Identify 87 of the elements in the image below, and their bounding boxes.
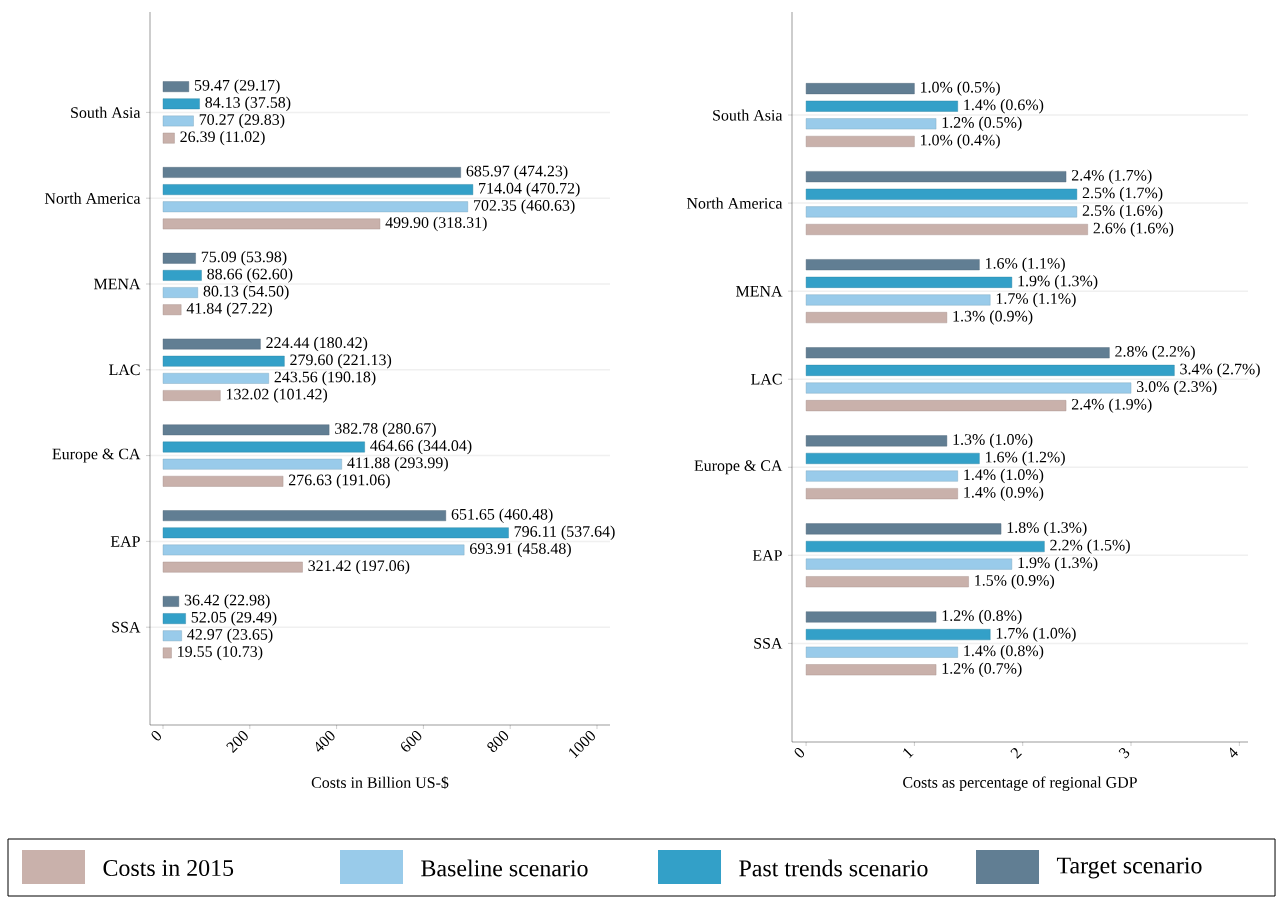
data-label: 41.84 (27.22): [186, 302, 272, 317]
x-tick-label: 400: [315, 731, 335, 752]
data-label: 3.4% (2.7%): [1180, 363, 1260, 378]
data-label: 1.9% (1.3%): [1018, 556, 1098, 572]
y-tick-label: LAC: [109, 364, 140, 376]
x-tick-label: 1000: [569, 731, 595, 759]
y-tick-label: LAC: [751, 373, 782, 385]
data-label: 702.35 (460.63): [474, 199, 575, 214]
data-label: 80.13 (54.50): [203, 285, 289, 300]
data-label: 276.63 (191.06): [288, 474, 390, 489]
y-tick-label: North America: [44, 192, 141, 204]
data-label: 2.2% (1.5%): [1050, 539, 1130, 554]
data-label: 499.90 (318.31): [385, 216, 487, 232]
data-label: 26.39 (11.02): [180, 130, 265, 146]
data-label: 52.05 (29.49): [191, 611, 277, 626]
legend-label: Past trends scenario: [739, 859, 928, 877]
data-label: 19.55 (10.73): [178, 645, 263, 661]
x-tick-label: 800: [487, 731, 509, 753]
data-label: 1.7% (1.0%): [996, 627, 1076, 642]
y-tick-label: EAP: [752, 550, 782, 561]
x-tick-label: 0: [794, 748, 805, 758]
data-label: 651.65 (460.48): [451, 508, 553, 523]
data-label: 1.9% (1.3%): [1018, 275, 1098, 290]
data-label: 714.04 (470.72): [479, 182, 580, 197]
data-label: 1.5% (0.9%): [975, 574, 1055, 589]
x-axis-title: Costs as percentage of regional GDP: [903, 776, 1137, 792]
data-label: 1.8% (1.3%): [1007, 521, 1087, 537]
data-label: 1.4% (0.6%): [964, 98, 1044, 114]
y-tick-label: North America: [686, 197, 783, 209]
data-label: 70.27 (29.83): [199, 113, 285, 129]
y-tick-label: MENA: [94, 278, 141, 290]
y-tick-label: SSA: [112, 621, 141, 633]
data-label: 1.6% (1.1%): [986, 257, 1065, 272]
legend-label: Target scenario: [1056, 857, 1202, 879]
y-tick-label: MENA: [736, 285, 783, 297]
legend-label: Costs in 2015: [103, 859, 234, 877]
data-label: 1.3% (0.9%): [953, 310, 1033, 325]
data-label: 382.78 (280.67): [335, 422, 436, 438]
data-label: 84.13 (37.58): [205, 96, 291, 112]
data-label: 132.02 (101.42): [226, 388, 328, 403]
data-label: 1.4% (0.9%): [964, 486, 1044, 501]
data-label: 36.42 (22.98): [184, 594, 270, 609]
data-label: 1.4% (0.8%): [964, 644, 1044, 660]
data-label: 243.56 (190.18): [274, 371, 376, 386]
data-label: 693.91 (458.48): [470, 542, 571, 558]
data-label: 279.60 (221.13): [290, 353, 392, 369]
data-label: 42.97 (23.65): [187, 628, 273, 643]
data-label: 411.88 (293.99): [347, 456, 448, 472]
x-tick-label: 0: [151, 731, 162, 741]
data-label: 1.3% (1.0%): [953, 433, 1033, 449]
x-axis-title: Costs in Billion US-$: [311, 776, 449, 790]
data-label: 1.6% (1.2%): [986, 451, 1065, 466]
x-tick-label: 2: [1010, 748, 1022, 759]
y-tick-label: EAP: [110, 536, 140, 547]
data-label: 1.2% (0.5%): [942, 116, 1022, 132]
x-tick-label: 200: [226, 731, 248, 754]
data-label: 1.4% (1.0%): [964, 468, 1044, 484]
data-label: 2.5% (1.7%): [1082, 187, 1163, 202]
y-tick-label: Europe & CA: [52, 448, 141, 463]
y-tick-label: South Asia: [71, 106, 141, 118]
y-tick-label: SSA: [754, 638, 783, 649]
data-label: 88.66 (62.60): [207, 268, 293, 283]
data-label: 59.47 (29.17): [194, 79, 280, 94]
x-tick-label: 3: [1118, 747, 1130, 759]
data-label: 3.0% (2.3%): [1137, 380, 1217, 396]
data-label: 2.8% (2.2%): [1115, 345, 1195, 361]
data-label: 2.5% (1.6%): [1082, 204, 1163, 220]
data-label: 1.7% (1.1%): [996, 292, 1076, 308]
data-label: 224.44 (180.42): [266, 336, 368, 352]
x-tick-label: 4: [1229, 747, 1238, 758]
x-tick-label: 600: [401, 731, 422, 752]
legend-label: Baseline scenario: [421, 859, 588, 877]
y-tick-label: Europe & CA: [694, 460, 783, 475]
data-label: 464.66 (344.04): [370, 439, 472, 455]
y-tick-label: South Asia: [713, 109, 783, 121]
data-label: 2.4% (1.9%): [1071, 398, 1152, 413]
data-label: 2.4% (1.7%): [1071, 169, 1152, 184]
data-label: 1.2% (0.8%): [942, 609, 1022, 625]
data-label: 1.0% (0.5%): [921, 81, 1000, 96]
data-label: 75.09 (53.98): [201, 251, 287, 266]
data-label: 1.0% (0.4%): [921, 134, 1000, 149]
data-label: 321.42 (197.06): [308, 559, 410, 575]
data-label: 2.6% (1.6%): [1093, 222, 1174, 237]
data-label: 1.2% (0.7%): [942, 662, 1022, 678]
data-label: 796.11 (537.64): [514, 525, 615, 541]
x-tick-label: 1: [903, 748, 914, 759]
data-label: 685.97 (474.23): [466, 165, 568, 180]
